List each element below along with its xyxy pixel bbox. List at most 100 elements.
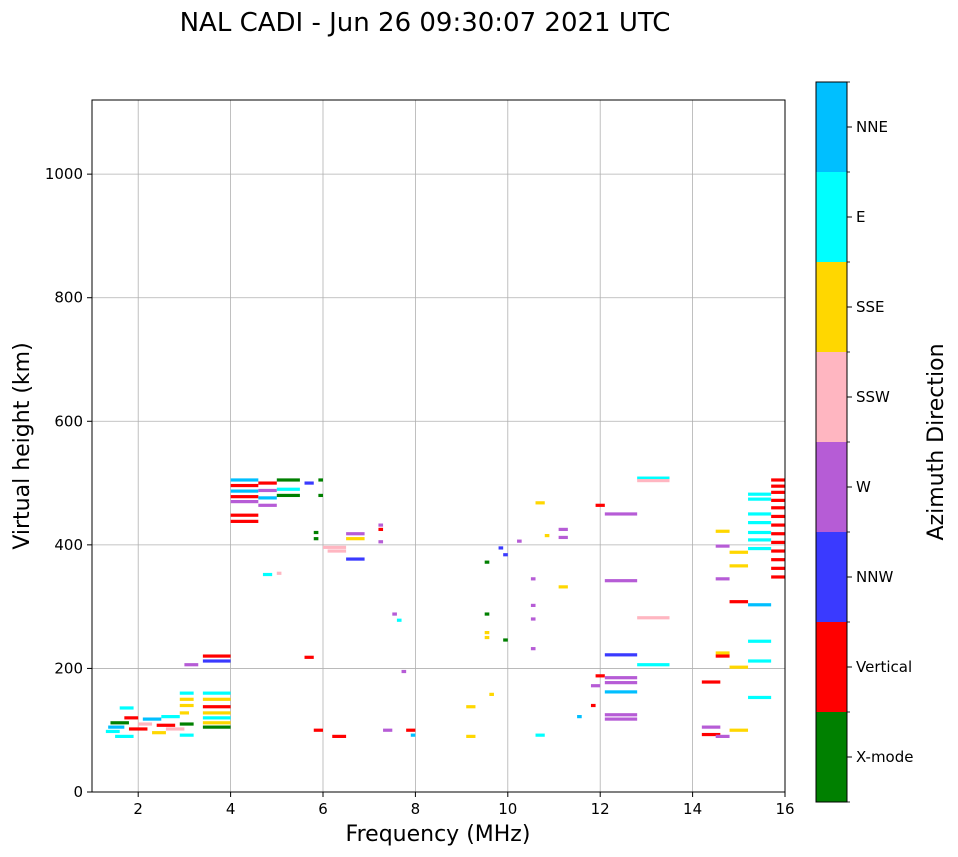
x-tick-label: 8	[411, 800, 421, 818]
colorbar-swatch	[816, 532, 847, 622]
echo-trace	[401, 669, 407, 674]
echo-trace	[604, 690, 638, 694]
colorbar-swatch	[816, 622, 847, 712]
echo-trace	[179, 711, 190, 715]
colorbar-swatch	[816, 442, 847, 532]
y-tick-label: 1000	[45, 165, 83, 183]
echo-trace	[771, 514, 785, 519]
echo-trace	[105, 729, 120, 734]
x-tick-label: 4	[226, 800, 236, 818]
echo-trace	[156, 723, 176, 727]
echo-trace	[346, 557, 365, 561]
grid	[92, 100, 785, 792]
echo-trace	[484, 635, 490, 640]
y-tick-label: 400	[54, 536, 83, 554]
echo-trace	[327, 549, 347, 553]
echo-trace	[771, 540, 785, 544]
echo-trace	[313, 537, 319, 541]
echo-trace	[715, 651, 730, 655]
echo-trace	[202, 711, 231, 715]
echo-trace	[771, 532, 785, 536]
echo-trace	[503, 638, 508, 642]
colorbar: X-mode Vertical NNW W SSW SSE E NNE	[815, 81, 913, 803]
colorbar-swatch	[816, 712, 847, 802]
echo-trace	[729, 600, 749, 604]
colorbar-tick-label: Vertical	[856, 658, 912, 676]
echo-trace	[406, 728, 416, 732]
echo-trace	[771, 498, 785, 502]
echo-trace	[152, 731, 166, 735]
echo-trace	[544, 533, 550, 538]
echo-trace	[202, 716, 231, 720]
echo-trace	[323, 545, 347, 549]
y-tick-label: 0	[73, 783, 83, 801]
echo-trace	[276, 571, 282, 575]
echo-trace	[179, 703, 194, 708]
echo-trace	[484, 630, 490, 635]
echo-trace	[202, 654, 231, 658]
echo-trace	[715, 577, 730, 581]
y-axis: 0 200 400 600 800 1000	[45, 165, 92, 801]
echo-trace	[378, 527, 384, 532]
echo-trace	[179, 733, 194, 737]
y-tick-label: 200	[54, 659, 83, 677]
echo-trace	[262, 572, 273, 577]
echo-trace	[535, 733, 545, 737]
echo-trace	[392, 612, 397, 616]
echo-trace	[258, 503, 277, 507]
echo-trace	[202, 691, 231, 695]
echo-trace	[604, 676, 638, 680]
echo-trace	[313, 530, 319, 535]
echo-trace	[590, 684, 601, 688]
colorbar-tick-label: NNE	[856, 118, 888, 136]
colorbar-tick-label: W	[856, 478, 871, 496]
echo-trace	[530, 577, 536, 581]
echo-trace	[604, 579, 638, 583]
echo-trace	[161, 715, 180, 719]
echo-trace	[119, 706, 134, 710]
x-tick-label: 14	[683, 800, 702, 818]
echo-trace	[332, 734, 347, 738]
echo-trace	[590, 703, 596, 708]
echo-trace	[771, 523, 785, 527]
echo-trace	[729, 564, 749, 568]
echo-trace	[276, 478, 300, 482]
echo-trace	[202, 697, 231, 701]
echo-trace	[729, 665, 749, 669]
echo-trace	[771, 549, 785, 553]
echo-trace	[604, 713, 638, 717]
echo-trace	[748, 512, 772, 516]
colorbar-tick-label: SSW	[856, 388, 890, 406]
echo-trace	[230, 513, 259, 517]
x-tick-label: 2	[133, 800, 143, 818]
echo-trace	[748, 497, 772, 501]
echo-trace	[179, 697, 194, 701]
echo-trace	[701, 732, 721, 737]
echo-trace	[258, 488, 277, 493]
echo-trace	[304, 481, 314, 485]
echo-trace	[313, 728, 323, 732]
echo-trace	[230, 495, 259, 499]
colorbar-swatch	[816, 82, 847, 172]
echo-trace	[535, 501, 545, 505]
echo-trace	[179, 691, 194, 695]
x-tick-label: 6	[318, 800, 328, 818]
echo-trace	[410, 733, 416, 737]
echo-trace	[637, 476, 670, 480]
echo-trace	[701, 680, 721, 684]
echo-trace	[729, 728, 749, 732]
echo-trace	[318, 493, 323, 498]
echo-trace	[771, 478, 785, 482]
echo-trace	[230, 500, 259, 504]
echo-trace	[503, 553, 508, 557]
echo-trace	[230, 519, 259, 523]
echo-trace	[558, 585, 568, 589]
colorbar-tick-label: NNW	[856, 568, 893, 586]
echo-trace	[108, 725, 125, 729]
echo-trace	[383, 728, 393, 732]
echo-trace	[595, 674, 605, 678]
echo-trace	[530, 603, 536, 608]
echo-trace	[142, 717, 162, 721]
echo-trace	[466, 734, 476, 738]
echo-trace	[466, 705, 476, 709]
